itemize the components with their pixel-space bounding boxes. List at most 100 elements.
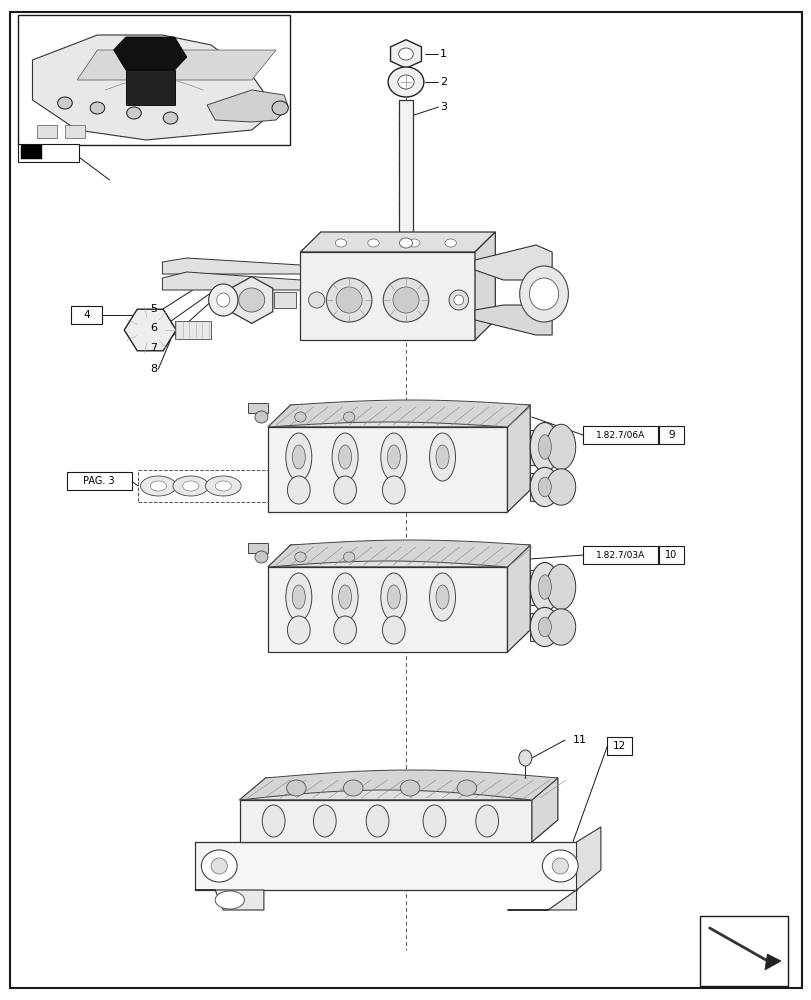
Polygon shape (65, 125, 85, 138)
Polygon shape (764, 954, 780, 970)
Polygon shape (36, 125, 57, 138)
Polygon shape (162, 272, 300, 290)
Text: 11: 11 (573, 735, 586, 745)
Ellipse shape (429, 433, 455, 481)
Ellipse shape (215, 891, 244, 909)
Polygon shape (474, 305, 551, 335)
Ellipse shape (551, 858, 568, 874)
Text: 5: 5 (150, 304, 157, 314)
Polygon shape (124, 309, 176, 351)
Polygon shape (530, 570, 558, 604)
Text: 9: 9 (667, 430, 674, 440)
Ellipse shape (287, 476, 310, 504)
Polygon shape (195, 890, 264, 910)
Polygon shape (576, 827, 600, 890)
Polygon shape (268, 540, 530, 567)
Ellipse shape (448, 290, 468, 310)
Ellipse shape (436, 445, 448, 469)
Ellipse shape (457, 780, 476, 796)
Ellipse shape (336, 287, 362, 313)
Ellipse shape (287, 616, 310, 644)
Ellipse shape (292, 585, 305, 609)
Bar (67, 472, 131, 490)
Text: 2: 2 (440, 77, 447, 87)
Ellipse shape (338, 585, 351, 609)
Ellipse shape (335, 239, 346, 247)
Text: 7: 7 (150, 343, 157, 353)
Ellipse shape (387, 585, 400, 609)
Ellipse shape (286, 780, 306, 796)
Ellipse shape (546, 609, 575, 645)
Ellipse shape (272, 101, 288, 115)
Polygon shape (247, 403, 268, 413)
Polygon shape (230, 277, 272, 323)
Polygon shape (398, 100, 413, 270)
Bar (699, 916, 787, 986)
Ellipse shape (542, 850, 577, 882)
Ellipse shape (333, 476, 356, 504)
Bar (582, 426, 657, 444)
Polygon shape (77, 50, 276, 80)
Ellipse shape (332, 433, 358, 481)
Ellipse shape (546, 424, 575, 470)
Ellipse shape (285, 573, 311, 621)
Polygon shape (268, 567, 507, 652)
Polygon shape (707, 928, 776, 966)
Polygon shape (300, 252, 474, 340)
Ellipse shape (530, 423, 559, 472)
Ellipse shape (150, 481, 166, 491)
Ellipse shape (343, 780, 363, 796)
Ellipse shape (530, 607, 559, 647)
Ellipse shape (255, 551, 268, 563)
Text: 6: 6 (150, 323, 157, 333)
Ellipse shape (397, 75, 414, 89)
Polygon shape (474, 245, 551, 280)
Ellipse shape (211, 858, 227, 874)
Text: 4: 4 (84, 310, 90, 320)
Text: 1.82.7/06A: 1.82.7/06A (595, 430, 644, 439)
Ellipse shape (127, 107, 141, 119)
Ellipse shape (333, 616, 356, 644)
Text: 1: 1 (440, 49, 447, 59)
Ellipse shape (518, 750, 531, 766)
Bar (71, 306, 102, 324)
Polygon shape (507, 405, 530, 512)
Polygon shape (390, 40, 421, 68)
Ellipse shape (58, 97, 72, 109)
Ellipse shape (285, 433, 311, 481)
Polygon shape (268, 405, 530, 427)
Ellipse shape (538, 477, 551, 497)
Ellipse shape (255, 411, 268, 423)
Polygon shape (114, 37, 187, 70)
Ellipse shape (338, 445, 351, 469)
Polygon shape (126, 70, 174, 105)
Ellipse shape (326, 278, 371, 322)
Polygon shape (530, 473, 558, 501)
Ellipse shape (529, 278, 558, 310)
Ellipse shape (294, 552, 306, 562)
Ellipse shape (308, 292, 324, 308)
Ellipse shape (182, 481, 199, 491)
Ellipse shape (388, 67, 423, 97)
Bar (659, 546, 683, 564)
Ellipse shape (475, 805, 498, 837)
Polygon shape (239, 800, 531, 842)
Polygon shape (531, 778, 557, 842)
Text: PAG. 3: PAG. 3 (84, 476, 114, 486)
Ellipse shape (208, 284, 238, 316)
Ellipse shape (366, 805, 388, 837)
Ellipse shape (380, 433, 406, 481)
Ellipse shape (538, 617, 551, 637)
Ellipse shape (436, 585, 448, 609)
Polygon shape (162, 258, 300, 274)
Ellipse shape (292, 445, 305, 469)
Polygon shape (195, 842, 576, 890)
Ellipse shape (215, 481, 231, 491)
Ellipse shape (530, 562, 559, 611)
Ellipse shape (399, 238, 412, 248)
Text: 10: 10 (664, 550, 677, 560)
Ellipse shape (382, 616, 405, 644)
Bar (138, 470, 268, 502)
Text: 3: 3 (440, 102, 447, 112)
Ellipse shape (400, 780, 419, 796)
